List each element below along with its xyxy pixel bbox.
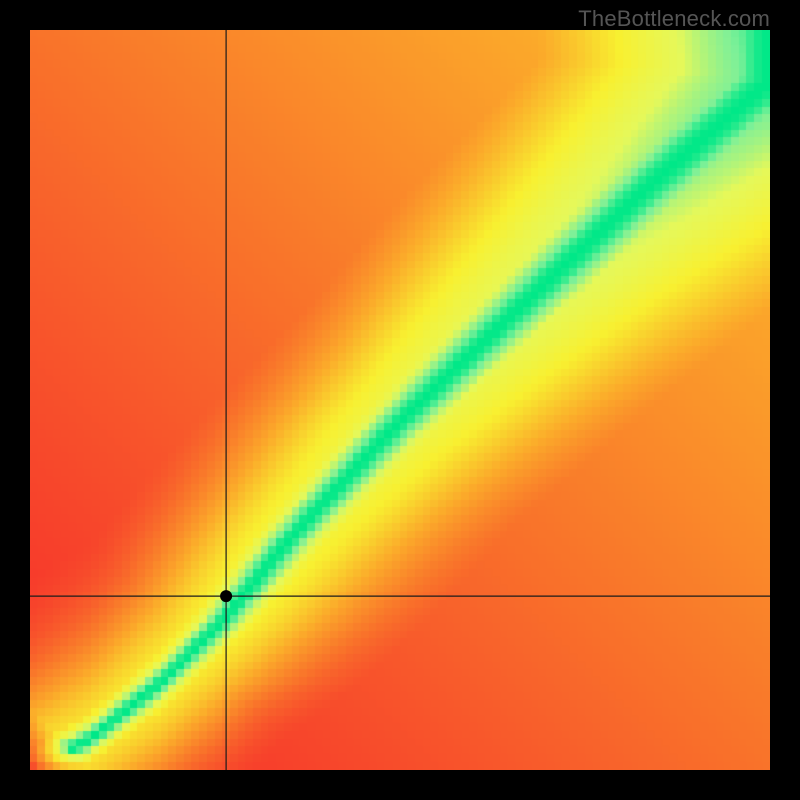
watermark-text: TheBottleneck.com — [578, 6, 770, 32]
bottleneck-heatmap — [30, 30, 770, 770]
